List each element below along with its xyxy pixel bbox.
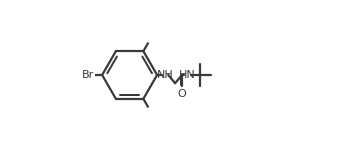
Text: HN: HN xyxy=(179,70,196,80)
Text: NH: NH xyxy=(156,70,173,80)
Text: Br: Br xyxy=(82,70,94,80)
Text: O: O xyxy=(178,89,186,99)
